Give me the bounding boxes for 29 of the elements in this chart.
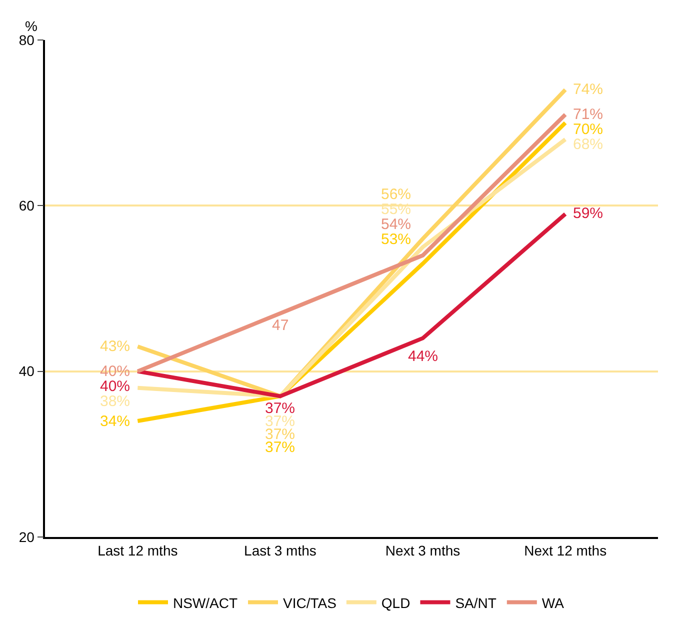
- legend-label: QLD: [381, 594, 410, 611]
- data-label: 68%: [573, 136, 604, 153]
- legend-label: NSW/ACT: [173, 594, 238, 611]
- data-label: 70%: [573, 121, 604, 138]
- data-label: 40%: [100, 378, 130, 395]
- data-label: 59%: [573, 205, 604, 222]
- y-tick-label: 40: [18, 363, 35, 380]
- x-tick-label: Last 12 mths: [98, 542, 178, 559]
- legend-label: WA: [542, 594, 565, 611]
- legend-label: SA/NT: [455, 594, 497, 611]
- data-label: 44%: [408, 348, 438, 365]
- data-label: 38%: [100, 393, 130, 410]
- data-label: 56%: [381, 186, 412, 203]
- data-label: 43%: [100, 338, 130, 355]
- data-label: 47: [272, 317, 289, 334]
- data-label: 74%: [573, 81, 604, 98]
- data-label: 34%: [100, 413, 130, 430]
- y-tick-label: 20: [18, 528, 35, 545]
- data-label: 71%: [573, 106, 604, 123]
- legend-label: VIC/TAS: [283, 594, 336, 611]
- y-tick-label: 60: [18, 198, 35, 214]
- y-axis-title: %: [25, 18, 38, 34]
- data-label: 53%: [381, 231, 412, 248]
- x-tick-label: Last 3 mths: [244, 542, 316, 559]
- data-label: 54%: [381, 216, 412, 233]
- y-tick-label: 80: [18, 32, 35, 48]
- x-tick-label: Next 3 mths: [385, 542, 460, 559]
- line-series: [136, 112, 568, 374]
- x-tick-label: Next 12 mths: [524, 542, 607, 559]
